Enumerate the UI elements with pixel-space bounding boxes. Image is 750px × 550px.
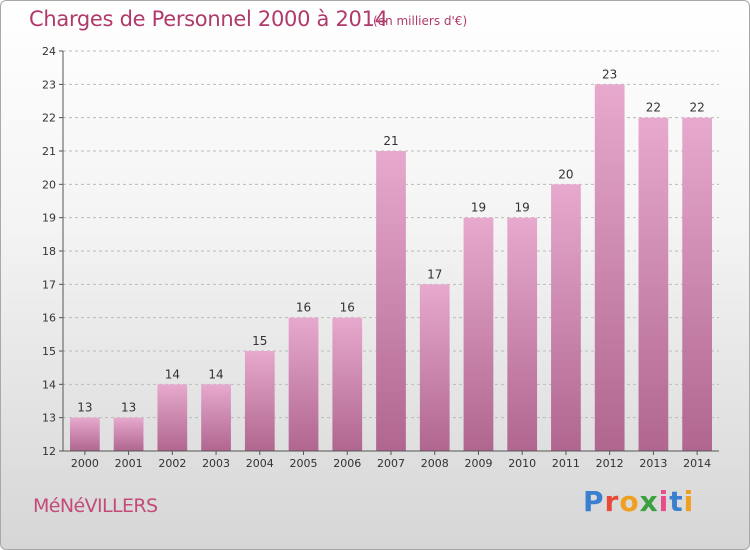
- bar-2006: [332, 317, 363, 451]
- bar-2003: [201, 384, 231, 451]
- y-tick-label: 22: [42, 112, 56, 125]
- commune-name: MéNéVILLERS: [33, 495, 158, 517]
- y-tick-label: 17: [42, 278, 56, 291]
- bar-2002: [157, 384, 188, 451]
- data-label-2011: 20: [558, 167, 573, 181]
- x-tick-label-2003: 2003: [202, 457, 230, 470]
- bar-2005: [288, 317, 319, 451]
- x-tick-label-2010: 2010: [508, 457, 536, 470]
- logo-letter: i: [683, 485, 695, 518]
- logo-letter: x: [639, 485, 659, 518]
- data-label-2013: 22: [646, 101, 661, 115]
- y-tick-label: 15: [42, 345, 56, 358]
- logo-letter: i: [658, 485, 670, 518]
- logo-letter: t: [669, 485, 684, 518]
- logo-letter: P: [583, 485, 605, 518]
- bar-2009: [463, 217, 494, 451]
- bar-2004: [244, 351, 275, 451]
- y-tick-label: 24: [42, 45, 56, 58]
- chart-title: Charges de Personnel 2000 à 2014: [29, 7, 388, 31]
- y-tick-label: 19: [42, 212, 56, 225]
- data-label-2000: 13: [77, 401, 92, 415]
- data-label-2012: 23: [602, 67, 617, 81]
- y-tick-label: 14: [42, 378, 56, 391]
- x-tick-label-2014: 2014: [683, 457, 711, 470]
- x-tick-label-2000: 2000: [71, 457, 99, 470]
- logo-letter: o: [619, 485, 640, 518]
- bar-2000: [69, 417, 100, 451]
- x-tick-label-2013: 2013: [639, 457, 667, 470]
- data-label-2008: 17: [427, 267, 442, 281]
- data-label-2004: 15: [252, 334, 267, 348]
- x-tick-label-2005: 2005: [290, 457, 318, 470]
- data-label-2002: 14: [165, 367, 180, 381]
- bar-2014: [682, 117, 713, 452]
- x-tick-label-2002: 2002: [158, 457, 186, 470]
- y-tick-label: 16: [42, 312, 56, 325]
- labels: 12 13 14 15 16 17 18 19 20 21 22 23 24 13 2000 13 2001 14…: [42, 45, 711, 470]
- data-label-2006: 16: [340, 301, 355, 315]
- axes: [59, 50, 719, 455]
- bar-2008: [419, 284, 450, 451]
- bar-2010: [507, 217, 538, 451]
- x-tick-label-2008: 2008: [421, 457, 449, 470]
- y-tick-label: 18: [42, 245, 56, 258]
- data-label-2014: 22: [689, 101, 704, 115]
- bars: [69, 84, 713, 452]
- bar-2001: [113, 417, 144, 451]
- x-tick-label-2011: 2011: [552, 457, 580, 470]
- proxiti-logo: Proxiti: [583, 485, 694, 518]
- x-tick-label-2004: 2004: [246, 457, 274, 470]
- bar-2007: [376, 151, 406, 451]
- bar-2012: [594, 84, 625, 451]
- x-tick-label-2012: 2012: [596, 457, 624, 470]
- y-tick-label: 12: [42, 445, 56, 458]
- y-tick-label: 20: [42, 178, 56, 191]
- data-label-2003: 14: [208, 367, 223, 381]
- y-tick-label: 13: [42, 412, 56, 425]
- chart-subtitle: (en milliers d'€): [373, 14, 468, 28]
- logo-letter: r: [604, 485, 620, 518]
- bar-2013: [638, 117, 669, 452]
- x-tick-label-2007: 2007: [377, 457, 405, 470]
- y-tick-label: 23: [42, 78, 56, 91]
- data-label-2007: 21: [383, 134, 398, 148]
- data-label-2009: 19: [471, 201, 486, 215]
- data-label-2010: 19: [515, 201, 530, 215]
- bar-2011: [551, 184, 581, 452]
- x-tick-label-2009: 2009: [464, 457, 492, 470]
- x-tick-label-2001: 2001: [115, 457, 143, 470]
- data-label-2001: 13: [121, 401, 136, 415]
- data-label-2005: 16: [296, 301, 311, 315]
- x-tick-label-2006: 2006: [333, 457, 361, 470]
- y-tick-label: 21: [42, 145, 56, 158]
